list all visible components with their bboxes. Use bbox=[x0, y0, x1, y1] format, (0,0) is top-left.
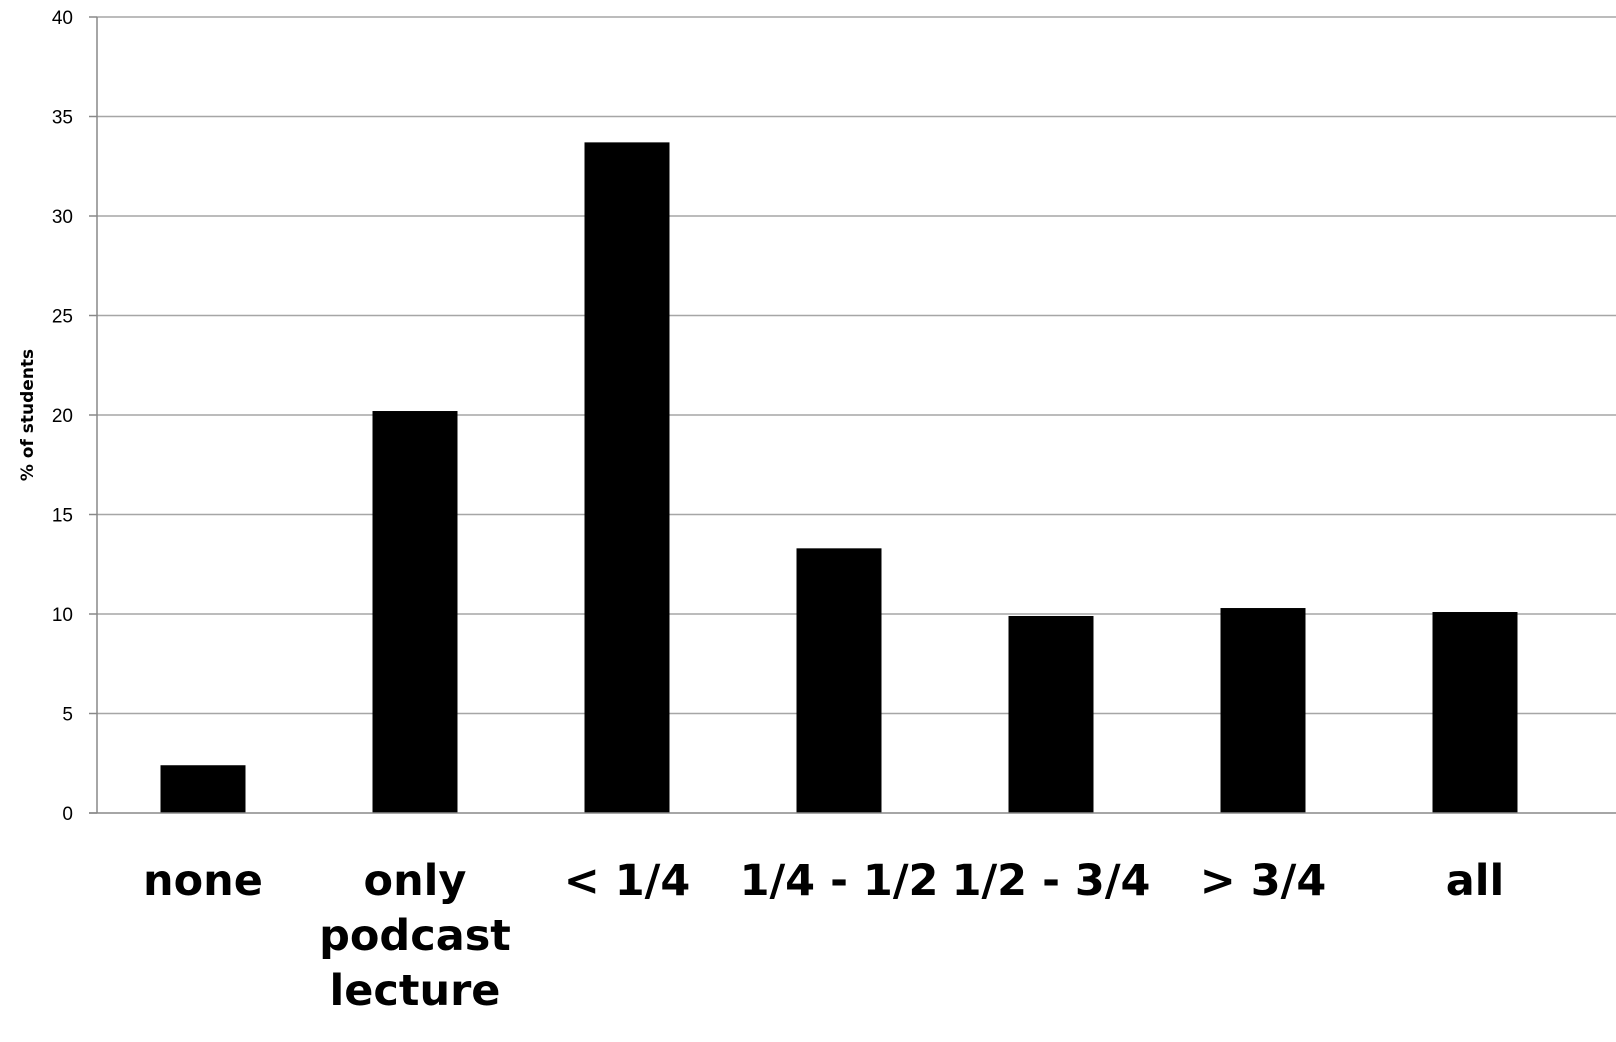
y-tick-label: 30 bbox=[52, 207, 73, 228]
bar bbox=[1432, 612, 1518, 813]
bars bbox=[160, 142, 1518, 813]
bar bbox=[796, 548, 882, 813]
x-category-label: 1/2 - 3/4 bbox=[952, 856, 1151, 906]
axes bbox=[89, 16, 1616, 814]
x-category-label: all bbox=[1446, 856, 1505, 906]
bar bbox=[372, 411, 458, 813]
x-category-label: only podcast lecture bbox=[319, 856, 511, 1016]
y-tick-label: 15 bbox=[52, 506, 73, 527]
x-category-label: < 1/4 bbox=[564, 856, 691, 906]
x-category-label: > 3/4 bbox=[1200, 856, 1327, 906]
y-tick-labels: 0 5 10 15 20 25 30 35 40 bbox=[52, 8, 73, 825]
bar bbox=[1220, 608, 1306, 813]
y-tick-label: 0 bbox=[62, 804, 73, 825]
x-category-labels: none only podcast lecture < 1/4 1/4 - 1/2 1/2 … bbox=[143, 856, 1504, 1016]
bar bbox=[584, 142, 670, 813]
y-tick-label: 35 bbox=[52, 108, 73, 129]
gridlines bbox=[97, 16, 1616, 715]
y-tick-label: 5 bbox=[62, 705, 73, 726]
bar bbox=[1008, 615, 1094, 813]
x-category-label: none bbox=[143, 856, 263, 906]
y-tick-label: 10 bbox=[52, 605, 73, 626]
y-tick-label: 20 bbox=[52, 406, 73, 427]
bar bbox=[160, 765, 246, 813]
y-axis-title: % of students bbox=[18, 349, 38, 481]
x-category-label: 1/4 - 1/2 bbox=[740, 856, 939, 906]
y-tick-label: 25 bbox=[52, 307, 73, 328]
y-tick-label: 40 bbox=[52, 8, 73, 29]
